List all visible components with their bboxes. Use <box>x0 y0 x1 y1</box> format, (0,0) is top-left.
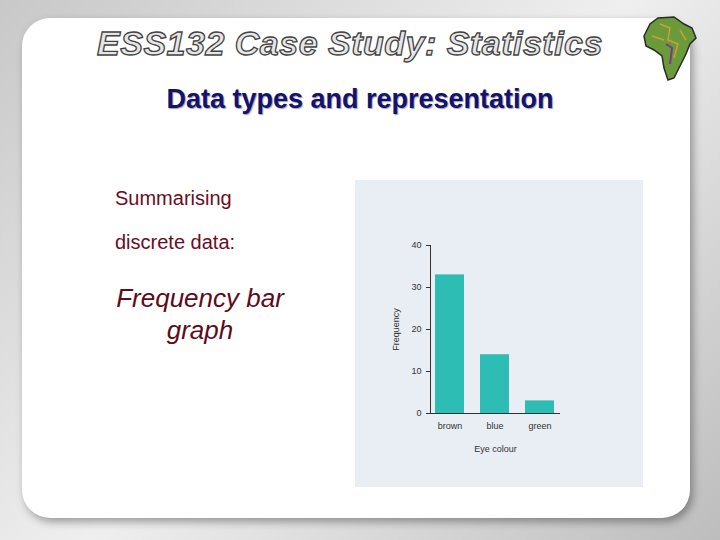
svg-text:Frequency: Frequency <box>391 308 401 351</box>
svg-text:0: 0 <box>416 408 421 418</box>
svg-text:blue: blue <box>486 421 503 431</box>
html-text:Frequency bar graph: Frequency bar graph <box>116 283 284 345</box>
svg-text:40: 40 <box>411 240 421 250</box>
svg-text:brown: brown <box>438 421 463 431</box>
html-text:Data types and representation: Data types and representation <box>166 84 554 114</box>
html-text:Summarising: Summarising <box>115 187 232 209</box>
svg-text:10: 10 <box>411 366 421 376</box>
svg-text:Eye colour: Eye colour <box>474 444 517 454</box>
svg-text:20: 20 <box>411 324 421 334</box>
svg-text:green: green <box>528 421 551 431</box>
html-text:discrete data:: discrete data: <box>115 231 236 253</box>
svg-text:30: 30 <box>411 282 421 292</box>
html-text:ESS132 Case Study: Statistics: ESS132 Case Study: Statistics <box>97 24 603 62</box>
